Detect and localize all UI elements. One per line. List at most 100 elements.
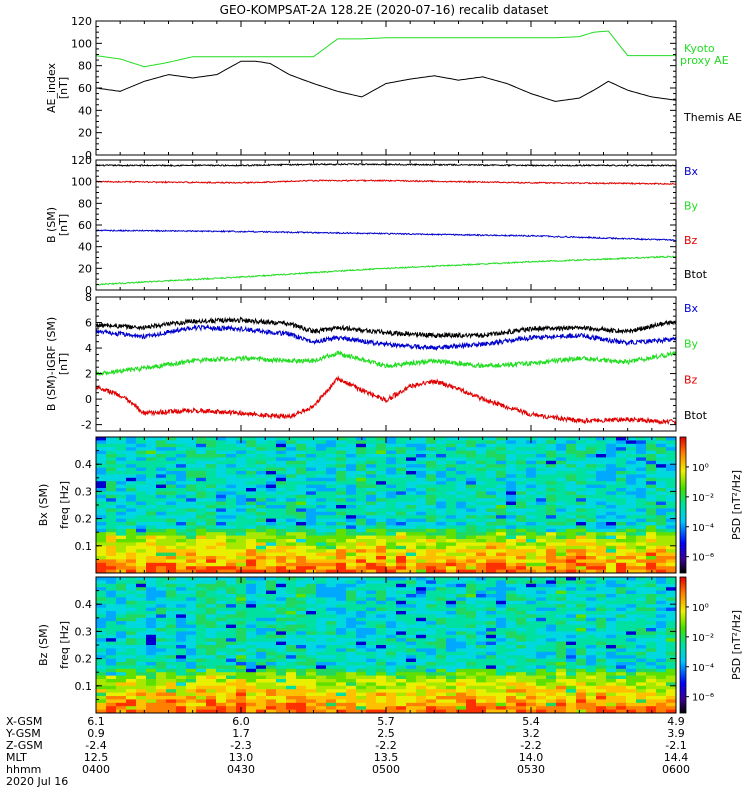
heatmap-cell bbox=[136, 607, 147, 612]
heatmap-cell bbox=[356, 437, 367, 441]
heatmap-cell bbox=[376, 569, 387, 574]
heatmap-cell bbox=[486, 539, 497, 543]
heatmap-cell bbox=[326, 477, 337, 482]
heatmap-cell bbox=[116, 443, 127, 448]
heatmap-cell bbox=[446, 702, 457, 707]
heatmap-cell bbox=[256, 454, 267, 458]
heatmap-cell bbox=[236, 604, 247, 608]
heatmap-cell bbox=[566, 668, 577, 673]
heatmap-cell bbox=[96, 542, 107, 547]
heatmap-cell bbox=[106, 638, 117, 642]
heatmap-cell bbox=[216, 525, 227, 530]
heatmap-cell bbox=[446, 552, 457, 557]
heatmap-cell bbox=[206, 467, 217, 472]
heatmap-cell bbox=[606, 604, 617, 608]
heatmap-cell bbox=[346, 658, 357, 663]
heatmap-cell bbox=[296, 682, 307, 687]
heatmap-cell bbox=[276, 467, 287, 472]
heatmap-cell bbox=[186, 488, 197, 492]
heatmap-cell bbox=[196, 580, 207, 585]
heatmap-cell bbox=[316, 559, 327, 564]
heatmap-cell bbox=[496, 682, 507, 687]
heatmap-cell bbox=[536, 600, 547, 605]
heatmap-cell bbox=[486, 648, 497, 653]
heatmap-cell bbox=[326, 628, 337, 632]
heatmap-cell bbox=[646, 474, 657, 479]
heatmap-cell bbox=[586, 696, 597, 700]
heatmap-cell bbox=[516, 692, 527, 697]
heatmap-cell bbox=[586, 437, 597, 441]
heatmap-cell bbox=[136, 587, 147, 591]
heatmap-cell bbox=[156, 501, 167, 506]
heatmap-cell bbox=[576, 552, 587, 557]
heatmap-cell bbox=[466, 522, 477, 526]
heatmap-cell bbox=[616, 706, 627, 710]
heatmap-cell bbox=[546, 648, 557, 653]
heatmap-cell bbox=[456, 590, 467, 595]
heatmap-cell bbox=[636, 450, 647, 455]
heatmap-cell bbox=[126, 484, 137, 489]
heatmap-cell bbox=[446, 692, 457, 697]
heatmap-cell bbox=[536, 545, 547, 550]
heatmap-cell bbox=[366, 545, 377, 550]
heatmap-cell bbox=[456, 706, 467, 710]
heatmap-cell bbox=[486, 464, 497, 468]
heatmap-cell bbox=[476, 634, 487, 639]
heatmap-cell bbox=[396, 552, 407, 557]
y-tick-label: 80 bbox=[78, 60, 92, 73]
heatmap-cell bbox=[306, 552, 317, 557]
heatmap-cell bbox=[456, 641, 467, 646]
heatmap-cell bbox=[596, 682, 607, 687]
heatmap-cell bbox=[286, 484, 297, 489]
heatmap-cell bbox=[536, 505, 547, 509]
heatmap-cell bbox=[136, 454, 147, 458]
heatmap-cell bbox=[216, 474, 227, 479]
heatmap-cell bbox=[156, 641, 167, 646]
heatmap-cell bbox=[636, 631, 647, 636]
heatmap-cell bbox=[566, 539, 577, 543]
heatmap-cell bbox=[116, 501, 127, 506]
heatmap-cell bbox=[186, 699, 197, 704]
heatmap-cell bbox=[556, 539, 567, 543]
heatmap-cell bbox=[596, 655, 607, 659]
heatmap-cell bbox=[236, 600, 247, 605]
heatmap-cell bbox=[136, 457, 147, 462]
heatmap-cell bbox=[496, 648, 507, 653]
y-axis-unit: [nT] bbox=[57, 77, 70, 99]
heatmap-cell bbox=[606, 491, 617, 496]
heatmap-cell bbox=[446, 685, 457, 690]
heatmap-cell bbox=[596, 569, 607, 574]
heatmap-cell bbox=[556, 645, 567, 649]
heatmap-cell bbox=[596, 604, 607, 608]
heatmap-cell bbox=[326, 535, 337, 540]
heatmap-cell bbox=[546, 665, 557, 670]
heatmap-cell bbox=[196, 634, 207, 639]
heatmap-cell bbox=[186, 545, 197, 550]
heatmap-cell bbox=[366, 539, 377, 543]
heatmap-cell bbox=[606, 590, 617, 595]
heatmap-cell bbox=[346, 638, 357, 642]
heatmap-cell bbox=[566, 522, 577, 526]
heatmap-cell bbox=[246, 471, 257, 475]
heatmap-cell bbox=[476, 594, 487, 598]
heatmap-cell bbox=[396, 600, 407, 605]
heatmap-cell bbox=[196, 556, 207, 560]
heatmap-cell bbox=[176, 702, 187, 707]
heatmap-cell bbox=[526, 443, 537, 448]
heatmap-cell bbox=[526, 641, 537, 646]
heatmap-cell bbox=[566, 577, 577, 581]
heatmap-cell bbox=[396, 508, 407, 513]
heatmap-cell bbox=[616, 631, 627, 636]
heatmap-cell bbox=[316, 474, 327, 479]
heatmap-cell bbox=[526, 583, 537, 588]
heatmap-cell bbox=[516, 675, 527, 680]
heatmap-cell bbox=[156, 525, 167, 530]
heatmap-cell bbox=[536, 437, 547, 441]
heatmap-cell bbox=[336, 583, 347, 588]
legend-bsm-bx: Bx bbox=[684, 165, 699, 178]
heatmap-cell bbox=[146, 662, 157, 666]
heatmap-cell bbox=[516, 580, 527, 585]
colorbar-tick-label: 10⁻² bbox=[692, 493, 714, 504]
heatmap-cell bbox=[636, 562, 647, 567]
heatmap-cell bbox=[236, 641, 247, 646]
